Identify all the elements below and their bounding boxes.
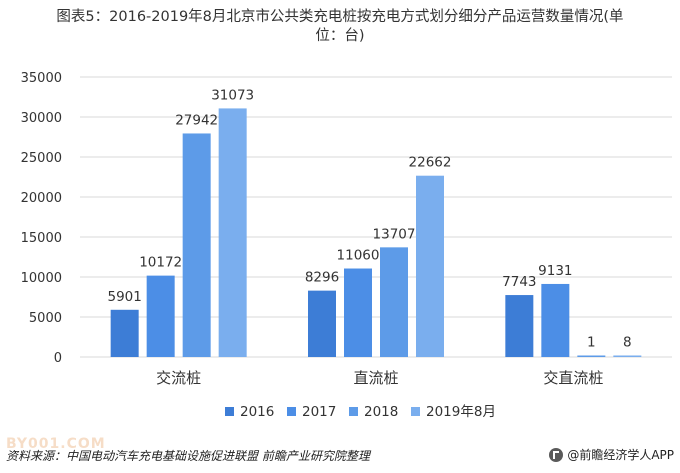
bar: [577, 355, 606, 357]
legend-swatch: [411, 407, 420, 416]
brand-credit-text: @前瞻经济学人APP: [567, 448, 674, 462]
y-tick-label: 20000: [21, 191, 62, 206]
y-tick-label: 35000: [21, 71, 62, 86]
legend-label: 2019年8月: [426, 404, 496, 420]
bar: [110, 309, 139, 357]
x-category-label: 直流桩: [353, 369, 398, 387]
x-category-label: 交流桩: [156, 369, 201, 387]
legend-label: 2016: [240, 404, 274, 420]
data-label: 27942: [175, 112, 218, 128]
bar: [218, 108, 247, 357]
bar: [308, 290, 336, 357]
y-tick-label: 30000: [21, 111, 62, 126]
legend-swatch: [349, 407, 358, 416]
y-tick-label: 10000: [21, 271, 62, 286]
y-tick-label: 5000: [29, 311, 62, 326]
legend-swatch: [225, 407, 234, 416]
chart-title: 图表5：2016-2019年8月北京市公共类充电桩按充电方式划分细分产品运营数量…: [0, 8, 680, 46]
data-label: 11060: [337, 248, 380, 264]
legend-swatch: [287, 407, 296, 416]
bar: [541, 283, 570, 357]
bar: [146, 275, 175, 357]
bar: [416, 175, 444, 357]
data-label: 8: [623, 335, 632, 351]
data-label: 7743: [502, 274, 536, 290]
data-label: 13707: [373, 226, 416, 242]
y-tick-label: 15000: [21, 231, 62, 246]
y-tick-label: 0: [54, 351, 62, 366]
data-label: 22662: [409, 155, 452, 171]
data-label: 9131: [538, 263, 572, 279]
data-label: 31073: [211, 87, 254, 103]
bar: [344, 268, 372, 357]
x-category-label: 交直流桩: [543, 369, 603, 387]
bar: [613, 355, 642, 357]
chart-title-line-2: 位：台): [315, 28, 365, 44]
y-tick-label: 25000: [21, 151, 62, 166]
source-note: 资料来源：中国电动汽车充电基础设施促进联盟 前瞻产业研究院整理: [6, 449, 370, 463]
data-label: 10172: [139, 255, 182, 271]
watermark: BY001.COM: [6, 436, 106, 452]
data-label: 8296: [305, 270, 339, 286]
bar: [182, 133, 211, 357]
data-label: 1: [587, 335, 596, 351]
legend-label: 2018: [364, 404, 398, 420]
chart-title-line-1: 图表5：2016-2019年8月北京市公共类充电桩按充电方式划分细分产品运营数量…: [56, 9, 624, 25]
brand-credit: @前瞻经济学人APP: [549, 446, 674, 463]
bar: [380, 247, 408, 357]
data-label: 5901: [107, 289, 141, 305]
bar: [505, 295, 534, 357]
legend-label: 2017: [302, 404, 336, 420]
brand-logo-icon: [549, 447, 564, 462]
